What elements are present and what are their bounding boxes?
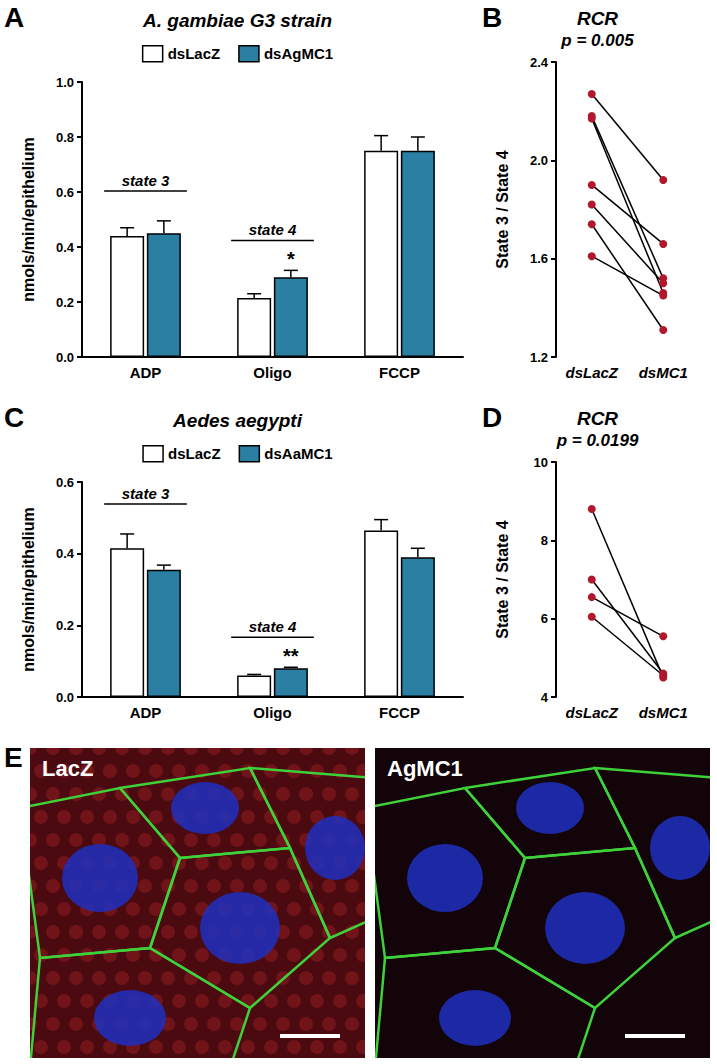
svg-text:1.0: 1.0 bbox=[56, 75, 74, 90]
svg-text:Oligo: Oligo bbox=[253, 364, 291, 381]
svg-text:State 3 / State 4: State 3 / State 4 bbox=[494, 520, 511, 638]
html-text:D: D bbox=[482, 402, 503, 433]
svg-text:dsLacZ: dsLacZ bbox=[168, 445, 221, 462]
svg-text:1.2: 1.2 bbox=[530, 350, 548, 365]
svg-text:8: 8 bbox=[541, 533, 548, 548]
svg-text:0.0: 0.0 bbox=[56, 350, 74, 365]
html-text:LacZ: LacZ bbox=[42, 756, 94, 781]
svg-text:dsLacZ: dsLacZ bbox=[168, 45, 221, 62]
svg-text:0.6: 0.6 bbox=[56, 185, 74, 200]
svg-text:state 3: state 3 bbox=[122, 485, 170, 502]
html-text:C: C bbox=[4, 402, 25, 433]
svg-text:2.0: 2.0 bbox=[530, 153, 548, 168]
svg-text:state 4: state 4 bbox=[249, 618, 297, 635]
svg-text:**: ** bbox=[283, 645, 299, 667]
svg-text:0.4: 0.4 bbox=[56, 546, 75, 561]
svg-text:p = 0.0199: p = 0.0199 bbox=[556, 431, 639, 450]
svg-text:dsLacZ: dsLacZ bbox=[565, 704, 618, 721]
svg-text:0.2: 0.2 bbox=[56, 618, 74, 633]
svg-text:State 3 / State 4: State 3 / State 4 bbox=[494, 150, 511, 268]
svg-text:nmols/min/epithelium: nmols/min/epithelium bbox=[20, 137, 37, 301]
svg-text:RCR: RCR bbox=[577, 408, 618, 429]
svg-text:dsLacZ: dsLacZ bbox=[565, 364, 618, 381]
svg-text:state 4: state 4 bbox=[249, 221, 297, 238]
svg-text:A. gambiae G3 strain: A. gambiae G3 strain bbox=[142, 10, 332, 31]
svg-text:0.6: 0.6 bbox=[56, 475, 74, 490]
svg-text:0.0: 0.0 bbox=[56, 690, 74, 705]
svg-text:0.2: 0.2 bbox=[56, 295, 74, 310]
svg-text:dsMC1: dsMC1 bbox=[639, 704, 688, 721]
svg-text:RCR: RCR bbox=[577, 8, 618, 29]
svg-text:ADP: ADP bbox=[130, 364, 162, 381]
svg-text:4: 4 bbox=[541, 690, 549, 705]
svg-text:6: 6 bbox=[541, 611, 548, 626]
svg-text:10: 10 bbox=[534, 455, 548, 470]
svg-text:1.6: 1.6 bbox=[530, 251, 548, 266]
html-text:B: B bbox=[482, 2, 503, 33]
svg-text:ADP: ADP bbox=[130, 704, 162, 721]
html-text:E: E bbox=[4, 742, 23, 773]
svg-text:state 3: state 3 bbox=[122, 172, 170, 189]
svg-text:0.4: 0.4 bbox=[56, 240, 75, 255]
svg-text:Oligo: Oligo bbox=[253, 704, 291, 721]
html-text:AgMC1: AgMC1 bbox=[387, 756, 463, 781]
svg-text:p = 0.005: p = 0.005 bbox=[560, 31, 634, 50]
svg-text:Aedes aegypti: Aedes aegypti bbox=[172, 410, 303, 431]
svg-text:dsAgMC1: dsAgMC1 bbox=[264, 45, 333, 62]
svg-text:dsMC1: dsMC1 bbox=[639, 364, 688, 381]
svg-text:2.4: 2.4 bbox=[530, 55, 549, 70]
svg-text:FCCP: FCCP bbox=[379, 704, 420, 721]
html-text:A: A bbox=[4, 2, 25, 33]
svg-text:0.8: 0.8 bbox=[56, 130, 74, 145]
svg-text:dsAaMC1: dsAaMC1 bbox=[264, 445, 332, 462]
svg-text:nmols/min/epithelium: nmols/min/epithelium bbox=[20, 507, 37, 671]
svg-text:*: * bbox=[287, 248, 295, 270]
svg-text:FCCP: FCCP bbox=[379, 364, 420, 381]
